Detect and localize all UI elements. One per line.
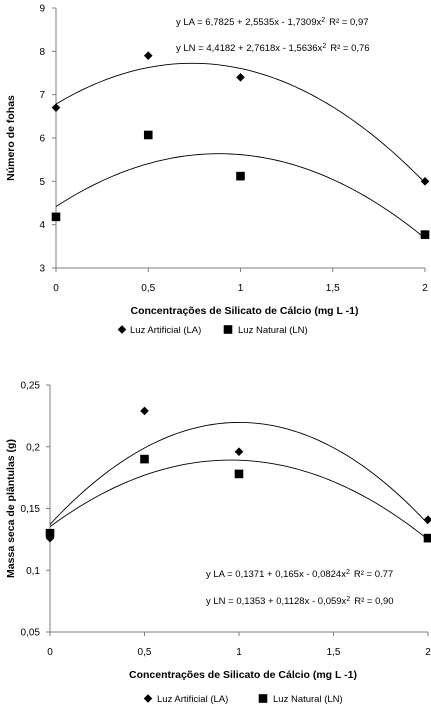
r-squared-text: R² = 0,97 [329, 17, 368, 28]
equation-label-la: y LA = 6,7825 + 2,5535x - 1,7309x2 R² = 0… [176, 17, 369, 29]
x-axis-label: Concentrações de Silicato de Cálcio (mg … [129, 669, 357, 681]
legend-marker-la [143, 694, 153, 703]
trendline-ln [49, 459, 429, 540]
y-tick-label: 3 [39, 264, 45, 275]
y-tick-label: 0,15 [21, 504, 41, 515]
equation-text: y LA = 6,7825 + 2,5535x - 1,7309x [176, 17, 322, 28]
y-tick-label: 4 [39, 220, 45, 231]
y-tick-label: 0,2 [26, 442, 40, 453]
x-tick-label: 1,5 [327, 647, 341, 658]
data-point-la [423, 515, 431, 524]
superscript-two: 2 [346, 596, 350, 603]
data-point-ln [51, 212, 61, 222]
data-point-la [140, 406, 149, 416]
superscript-two: 2 [322, 43, 326, 50]
data-point-ln [420, 230, 430, 239]
x-tick-label: 2 [425, 647, 431, 658]
data-point-la [420, 177, 430, 186]
equation-label-la: y LA = 0,1371 + 0,165x - 0,0824x2 R² = 0.… [206, 569, 393, 581]
data-point-ln [140, 454, 149, 464]
trendline-la [55, 62, 426, 184]
x-tick-label: 1 [236, 647, 242, 658]
y-tick-label: 0,05 [21, 628, 41, 639]
x-tick-label: 0,5 [138, 647, 152, 658]
data-point-la [51, 103, 61, 112]
data-point-la [234, 447, 244, 456]
x-tick-label: 1 [238, 283, 244, 294]
superscript-two: 2 [346, 569, 350, 576]
chart-2: 0,05 0,1 0,15 0,2 0,25 0 0,5 1 1,5 2 Concentrações… [5, 381, 431, 705]
data-point-ln [45, 528, 55, 538]
data-point-la [45, 533, 55, 543]
data-point-ln [236, 171, 245, 181]
r-squared-text: R² = 0.77 [354, 569, 393, 580]
equation-label-ln: y LN = 0,1353 + 0,1128x - 0,059x2 R² = 0,… [206, 596, 394, 608]
y-tick-label: 5 [39, 177, 45, 188]
y-axis-label: Massa seca de plântulas (g) [5, 439, 17, 578]
y-axis-label: Número de fohas [5, 95, 17, 181]
x-tick-label: 1,5 [326, 283, 340, 294]
data-point-ln [234, 469, 244, 479]
data-point-la [143, 51, 153, 60]
legend-marker-ln [258, 694, 268, 703]
equation-label-ln: y LN = 4,4182 + 2,7618x - 1,5636x2 R² = 0… [176, 43, 370, 55]
y-tick-label: 6 [39, 134, 45, 145]
data-point-la [236, 73, 245, 82]
x-tick-label: 0,5 [141, 283, 155, 294]
x-tick-label: 2 [422, 283, 428, 294]
y-tick-label: 8 [39, 47, 45, 58]
y-tick-label: 9 [39, 4, 45, 15]
legend-label-ln: Luz Natural (LN) [238, 325, 308, 336]
superscript-two: 2 [321, 17, 325, 24]
r-squared-text: R² = 0,76 [330, 43, 369, 54]
chart-1: 3 4 5 6 7 8 9 0 0,5 1 1,5 2 Concentrações de Silicat… [5, 4, 430, 336]
trendline-la [49, 421, 429, 525]
equation-text: y LA = 0,1371 + 0,165x - 0,0824x [206, 569, 346, 580]
y-tick-label: 0,1 [26, 566, 40, 577]
legend-label-la: Luz Artificial (LA) [157, 694, 228, 705]
equation-text: y LN = 0,1353 + 0,1128x - 0,059x [206, 596, 347, 607]
data-point-ln [143, 130, 153, 140]
x-axis-label: Concentrações de Silicato de Cálcio (mg … [131, 305, 359, 317]
y-tick-label: 0,25 [21, 381, 41, 392]
legend-marker-la [117, 325, 127, 334]
legend-marker-ln [223, 325, 233, 334]
legend-label-la: Luz Artificial (LA) [130, 325, 201, 336]
data-point-ln [423, 533, 431, 543]
x-tick-label: 0 [47, 647, 53, 658]
y-tick-label: 7 [39, 90, 45, 101]
trendline-ln [55, 153, 426, 239]
r-squared-text: R² = 0,90 [354, 596, 393, 607]
equation-text: y LN = 4,4182 + 2,7618x - 1,5636x [176, 43, 323, 54]
x-tick-label: 0 [53, 283, 59, 294]
legend-label-ln: Luz Natural (LN) [273, 694, 343, 705]
